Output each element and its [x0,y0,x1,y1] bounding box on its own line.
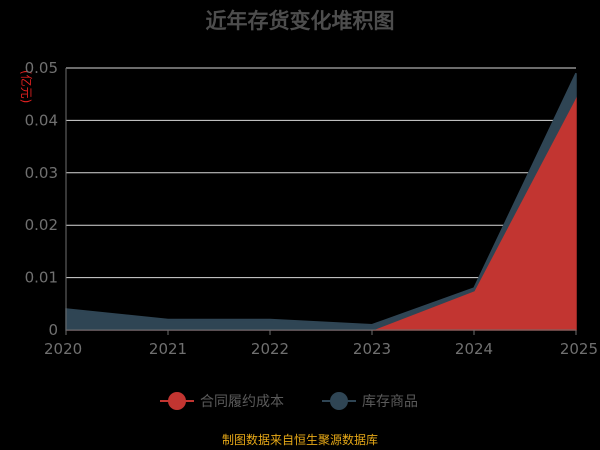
y-unit-label: (亿元) [19,70,34,103]
x-tick-label: 2022 [251,340,289,358]
legend-label: 库存商品 [362,394,418,410]
x-tick-label: 2024 [455,340,493,358]
y-tick-label: 0.01 [25,269,58,287]
axes [65,68,577,335]
x-tick-label: 2025 [560,340,598,358]
y-tick-label: 0.05 [25,59,58,77]
legend-marker [168,392,186,410]
y-tick-label: 0.02 [25,216,58,234]
x-tick-label: 2021 [149,340,187,358]
area-series [65,72,577,331]
legend-label: 合同履约成本 [200,394,284,410]
footer-source: 制图数据来自恒生聚源数据库 [222,432,378,447]
x-tick-label: 2023 [353,340,391,358]
legend-item: 库存商品 [322,392,418,410]
y-tick-labels: 0 0.01 0.02 0.03 0.04 0.05 [25,59,58,339]
y-tick-label: 0.03 [25,164,58,182]
y-tick-label: 0 [48,321,58,339]
area-合同履约成本 [66,96,577,331]
x-tick-label: 2020 [44,340,82,358]
legend: 合同履约成本 库存商品 [160,392,418,410]
chart-title: 近年存货变化堆积图 [206,9,395,33]
y-tick-label: 0.04 [25,111,58,129]
legend-marker [330,392,348,410]
x-tick-labels: 2020 2021 2022 2023 2024 2025 [44,340,598,358]
legend-item: 合同履约成本 [160,392,284,410]
